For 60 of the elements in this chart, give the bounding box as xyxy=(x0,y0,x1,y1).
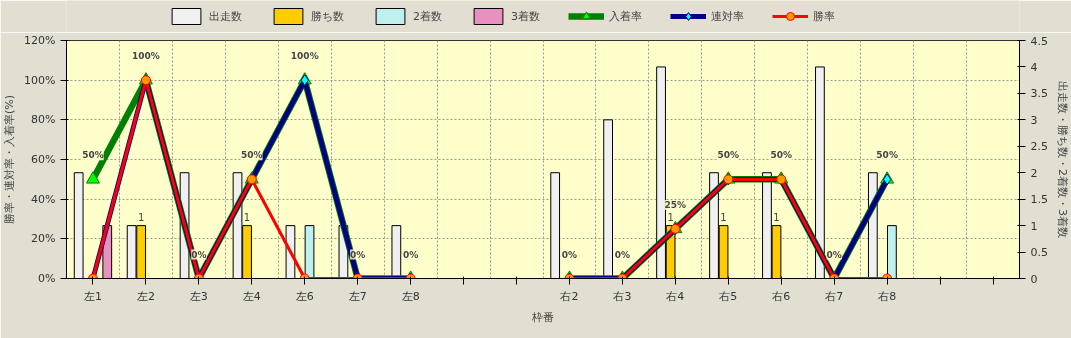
y2-tick-label: 2.5 xyxy=(1030,140,1048,154)
y-tick-label: 80% xyxy=(31,113,56,127)
x-tick-label: 左1 xyxy=(83,289,102,303)
data-label: 0% xyxy=(826,249,842,260)
data-label: 50% xyxy=(770,150,793,161)
y2-tick-label: 3.5 xyxy=(1030,87,1048,101)
data-label: 50% xyxy=(876,150,898,161)
y2-tick-label: 4.5 xyxy=(1030,34,1048,48)
data-label: 50% xyxy=(717,150,740,161)
data-label: 1 xyxy=(243,211,251,223)
data-label: 100% xyxy=(132,51,160,62)
x-tick-label: 右6 xyxy=(772,289,791,303)
data-label: 50% xyxy=(82,150,104,161)
y-tick-label: 40% xyxy=(31,192,56,206)
x-tick-label: 右5 xyxy=(719,289,738,303)
data-label: 1 xyxy=(137,211,145,223)
data-label: 0% xyxy=(561,249,578,260)
y2-tick-label: 1 xyxy=(1030,219,1038,233)
y-tick-label: 0% xyxy=(38,272,56,285)
y2-tick-label: 1.5 xyxy=(1030,193,1048,207)
y2-tick-label: 3 xyxy=(1030,113,1038,127)
x-tick-label: 左8 xyxy=(401,289,420,303)
y2-tick-label: 2 xyxy=(1030,166,1038,180)
data-label: 0% xyxy=(403,249,419,260)
y-tick-label: 20% xyxy=(31,232,56,246)
data-label: 0% xyxy=(350,249,366,260)
data-label: 0% xyxy=(191,249,207,260)
x-tick-label: 左6 xyxy=(295,289,314,303)
data-label: 100% xyxy=(290,51,319,62)
legend-label: 入着率 xyxy=(609,8,642,24)
x-tick-label: 左7 xyxy=(348,289,367,303)
legend-label: 出走数 xyxy=(209,8,242,24)
legend-label: 勝率 xyxy=(813,8,835,24)
data-label: 1 xyxy=(667,211,674,223)
legend-label: 連対率 xyxy=(711,8,744,24)
x-axis-title: 枠番 xyxy=(531,310,554,324)
y-tick-label: 60% xyxy=(31,153,56,166)
x-tick-label: 左2 xyxy=(136,289,155,303)
legend-label: 勝ち数 xyxy=(311,8,344,24)
x-tick-label: 右4 xyxy=(666,289,685,303)
x-tick-label: 右7 xyxy=(825,289,844,303)
data-label: 0% xyxy=(614,249,631,260)
data-label: 50% xyxy=(241,150,263,161)
y-tick-label: 120% xyxy=(24,34,56,47)
data-label: 1 xyxy=(773,211,780,223)
legend-label: 3着数 xyxy=(511,8,540,24)
x-tick-label: 左4 xyxy=(242,289,261,303)
x-tick-label: 右8 xyxy=(878,289,897,303)
data-label: 25% xyxy=(664,199,687,210)
data-label: 1 xyxy=(720,211,727,223)
legend-label: 2着数 xyxy=(413,8,442,24)
y-tick-label: 100% xyxy=(24,73,56,87)
y2-tick-label: 4 xyxy=(1030,60,1038,74)
y-axis-title: 勝率・連対率・入着率(%) xyxy=(3,94,17,225)
x-tick-label: 右2 xyxy=(560,289,579,303)
y2-axis-title: 出走数・勝ち数・2着数・3着数 xyxy=(1055,81,1069,238)
y2-tick-label: 0.5 xyxy=(1030,246,1048,260)
x-tick-label: 左3 xyxy=(189,289,208,303)
x-tick-label: 右3 xyxy=(613,289,632,303)
y2-tick-label: 0 xyxy=(1030,272,1038,286)
